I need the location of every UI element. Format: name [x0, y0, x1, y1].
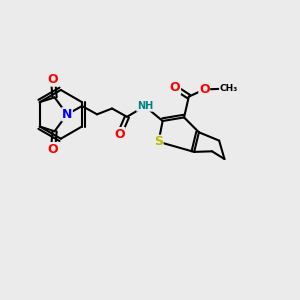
- Text: O: O: [199, 83, 210, 96]
- Text: O: O: [48, 73, 58, 86]
- Text: S: S: [154, 135, 163, 148]
- Text: O: O: [170, 81, 181, 94]
- Text: O: O: [48, 142, 58, 156]
- Text: CH₃: CH₃: [220, 84, 238, 93]
- Text: N: N: [62, 108, 72, 121]
- Text: O: O: [114, 128, 125, 141]
- Text: NH: NH: [137, 101, 153, 111]
